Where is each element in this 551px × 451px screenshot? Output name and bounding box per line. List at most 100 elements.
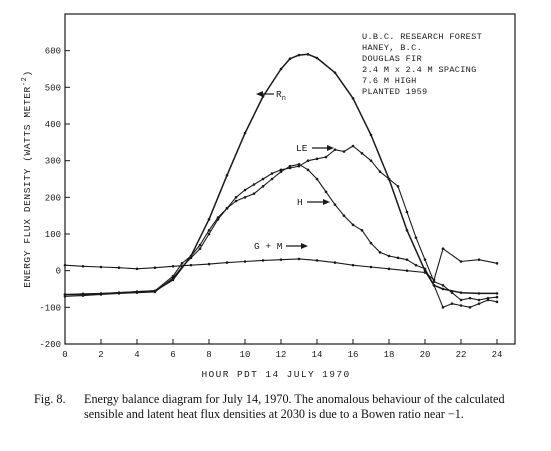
series-label-h: H	[297, 197, 303, 208]
data-point-g-m	[153, 266, 157, 270]
data-point-h	[477, 302, 481, 305]
data-point-le	[423, 258, 427, 261]
data-point-h	[396, 256, 400, 260]
data-point-le	[414, 236, 418, 239]
y-axis-ticks: -200 -100 0 100 200 300 400 500 600	[39, 47, 70, 350]
data-point-le	[297, 164, 301, 168]
data-point-g-m	[99, 265, 103, 269]
x-tick-label: 0	[62, 350, 67, 360]
data-point-g-m	[333, 261, 337, 264]
data-point-g-m	[441, 247, 445, 250]
x-tick-label: 6	[170, 350, 175, 360]
data-point-le	[378, 170, 382, 173]
data-point-g-m	[63, 263, 67, 267]
data-point-g-m	[369, 265, 373, 269]
data-point-h	[180, 262, 184, 265]
data-point-g-m	[387, 267, 391, 271]
data-point-h	[234, 199, 238, 203]
data-point-g-m	[297, 257, 301, 261]
data-point-r	[351, 97, 355, 100]
y-axis-label: ENERGY FLUX DENSITY (WATTS METER-2)	[21, 70, 33, 288]
data-point-r	[297, 53, 301, 57]
arrowhead-h	[323, 199, 330, 205]
arrowhead-le	[327, 145, 334, 151]
site-info-line: PLANTED 1959	[362, 87, 428, 97]
data-point-h	[414, 263, 418, 267]
arrowhead-gm	[301, 243, 308, 249]
data-point-r	[369, 133, 373, 137]
plot-frame	[64, 13, 516, 345]
x-tick-label: 18	[384, 350, 395, 360]
data-point-r	[306, 53, 310, 56]
site-info-line: DOUGLAS FIR	[362, 54, 422, 64]
data-point-le	[243, 188, 247, 192]
data-point-h	[378, 251, 382, 254]
data-point-h	[441, 306, 445, 309]
caption-line: Fig. 8. Energy balance diagram for July 1…	[34, 392, 542, 407]
data-point-le	[369, 159, 373, 162]
data-point-h	[495, 300, 499, 304]
data-point-h	[405, 258, 409, 261]
x-tick-label: 20	[420, 350, 431, 360]
data-point-le	[279, 168, 283, 172]
data-point-h	[459, 304, 463, 307]
data-point-le	[405, 210, 409, 214]
data-point-h	[468, 306, 472, 309]
data-point-r	[288, 57, 292, 61]
data-point-le	[207, 232, 211, 236]
x-axis-label: HOUR PDT 14 JULY 1970	[201, 369, 350, 380]
data-point-r	[441, 287, 445, 291]
data-point-h	[306, 168, 310, 172]
data-point-h	[324, 190, 328, 194]
data-point-h	[297, 163, 301, 166]
data-point-g-m	[243, 260, 247, 263]
data-point-h	[135, 290, 139, 293]
data-point-le	[459, 298, 463, 302]
data-point-r	[315, 56, 319, 60]
data-point-g-m	[171, 264, 175, 268]
x-tick-label: 16	[348, 350, 359, 360]
x-tick-label: 10	[240, 350, 251, 360]
data-point-le	[342, 150, 346, 153]
data-point-h	[351, 223, 355, 227]
data-point-h	[198, 243, 202, 247]
series-label-rn: Rn	[276, 89, 286, 103]
arrowhead-rn	[256, 91, 263, 97]
data-point-le	[468, 296, 472, 300]
data-point-le	[495, 295, 499, 299]
x-tick-label: 2	[98, 350, 103, 360]
x-tick-label: 12	[276, 350, 287, 360]
data-point-g-m	[432, 278, 436, 282]
data-point-g-m	[315, 259, 319, 262]
data-point-g-m	[351, 263, 355, 267]
data-point-g-m	[279, 258, 283, 261]
data-point-g-m	[495, 262, 499, 265]
data-point-h	[423, 267, 427, 271]
data-point-g-m	[135, 267, 139, 271]
data-point-le	[306, 159, 310, 162]
data-point-h	[99, 292, 103, 295]
data-point-r	[405, 229, 409, 232]
x-tick-label: 14	[312, 350, 323, 360]
y-tick-label: 100	[45, 230, 61, 240]
data-point-h	[81, 292, 85, 296]
data-point-r	[477, 292, 481, 295]
series-line-g-m	[64, 248, 498, 281]
x-tick-label: 8	[206, 350, 211, 360]
data-point-h	[333, 203, 337, 206]
data-point-r	[207, 218, 211, 221]
data-point-h	[360, 229, 364, 232]
series-layer	[63, 53, 499, 309]
data-point-h	[189, 254, 193, 258]
y-tick-label: 200	[45, 193, 61, 203]
data-point-r	[459, 291, 463, 294]
data-point-g-m	[459, 260, 463, 263]
x-tick-label: 4	[134, 350, 139, 360]
data-point-h	[342, 214, 346, 217]
data-point-le	[396, 185, 400, 188]
data-point-le	[333, 148, 337, 151]
y-tick-label: 600	[45, 47, 61, 57]
data-point-h	[261, 185, 265, 188]
data-point-r	[243, 131, 247, 135]
x-tick-label: 22	[456, 350, 467, 360]
